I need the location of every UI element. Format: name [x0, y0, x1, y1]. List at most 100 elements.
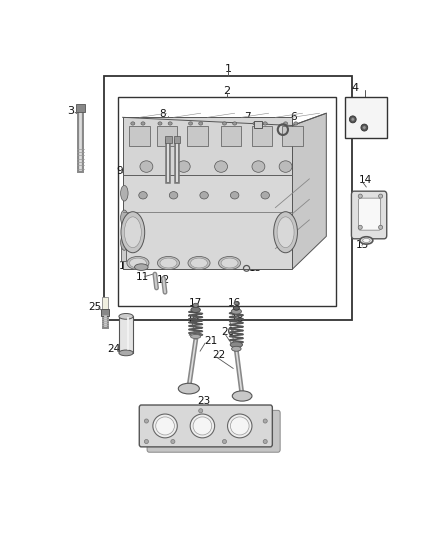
Bar: [221, 125, 241, 146]
Ellipse shape: [223, 122, 226, 125]
Text: 10: 10: [119, 261, 132, 271]
Ellipse shape: [124, 217, 141, 248]
Text: 18: 18: [230, 314, 244, 324]
Text: 7: 7: [244, 112, 251, 122]
Ellipse shape: [188, 122, 193, 125]
Ellipse shape: [363, 238, 370, 243]
Bar: [123, 125, 163, 269]
Ellipse shape: [153, 414, 177, 438]
Ellipse shape: [119, 350, 133, 356]
Bar: [102, 297, 108, 311]
Ellipse shape: [261, 191, 269, 199]
Bar: [187, 125, 208, 146]
Ellipse shape: [378, 194, 383, 198]
Bar: [156, 125, 177, 146]
Text: 15: 15: [356, 240, 369, 251]
Ellipse shape: [283, 122, 288, 125]
Ellipse shape: [199, 409, 203, 413]
FancyBboxPatch shape: [123, 117, 293, 175]
Ellipse shape: [215, 161, 227, 172]
Ellipse shape: [178, 383, 199, 394]
Bar: [117, 97, 336, 306]
Bar: [104, 76, 352, 320]
Text: 17: 17: [189, 298, 202, 308]
Bar: [121, 220, 126, 261]
Ellipse shape: [191, 258, 208, 268]
FancyBboxPatch shape: [351, 191, 387, 239]
Ellipse shape: [191, 334, 201, 338]
Ellipse shape: [232, 391, 252, 401]
Text: 9: 9: [117, 166, 123, 176]
Ellipse shape: [120, 210, 128, 225]
Ellipse shape: [378, 225, 383, 229]
Bar: [101, 309, 110, 316]
Bar: [119, 317, 133, 353]
Text: 5: 5: [348, 115, 354, 124]
Ellipse shape: [119, 313, 133, 319]
Text: 2: 2: [223, 86, 230, 96]
Ellipse shape: [129, 258, 146, 268]
Ellipse shape: [252, 161, 265, 172]
Ellipse shape: [170, 191, 178, 199]
Text: 8: 8: [159, 109, 166, 119]
Ellipse shape: [199, 122, 203, 125]
Text: 1: 1: [224, 64, 231, 74]
FancyBboxPatch shape: [359, 198, 381, 230]
Ellipse shape: [200, 191, 208, 199]
Bar: [76, 104, 85, 111]
Ellipse shape: [156, 417, 174, 435]
Ellipse shape: [145, 419, 148, 423]
Ellipse shape: [221, 258, 238, 268]
Ellipse shape: [227, 414, 252, 438]
Ellipse shape: [140, 161, 153, 172]
Ellipse shape: [223, 440, 226, 443]
Text: 21: 21: [204, 336, 217, 346]
Ellipse shape: [168, 122, 172, 125]
Ellipse shape: [157, 256, 180, 270]
FancyBboxPatch shape: [147, 410, 280, 452]
Ellipse shape: [190, 414, 215, 438]
Ellipse shape: [277, 217, 294, 248]
Bar: [130, 125, 150, 146]
Ellipse shape: [171, 440, 175, 443]
Ellipse shape: [233, 306, 240, 310]
Text: 11: 11: [135, 272, 149, 282]
Ellipse shape: [263, 419, 267, 423]
Bar: [165, 136, 172, 143]
Text: 22: 22: [212, 350, 226, 360]
FancyBboxPatch shape: [139, 405, 272, 447]
Ellipse shape: [188, 256, 210, 270]
Ellipse shape: [253, 122, 257, 125]
Bar: [282, 125, 303, 146]
Polygon shape: [293, 113, 326, 269]
Ellipse shape: [158, 122, 162, 125]
Bar: [254, 121, 262, 127]
Ellipse shape: [193, 417, 212, 435]
Bar: [123, 175, 292, 269]
Ellipse shape: [139, 191, 147, 199]
Bar: [345, 97, 387, 138]
Text: 13: 13: [249, 263, 262, 273]
Ellipse shape: [127, 256, 149, 270]
Ellipse shape: [263, 440, 267, 443]
Text: 23: 23: [198, 397, 211, 406]
Ellipse shape: [120, 185, 128, 201]
Ellipse shape: [134, 264, 148, 270]
Text: 24: 24: [107, 344, 120, 354]
Text: 20: 20: [221, 327, 234, 336]
Ellipse shape: [230, 342, 243, 348]
Ellipse shape: [279, 161, 292, 172]
Ellipse shape: [360, 237, 373, 244]
Ellipse shape: [145, 440, 148, 443]
Ellipse shape: [361, 124, 368, 131]
Ellipse shape: [363, 126, 366, 129]
Ellipse shape: [120, 235, 128, 251]
Ellipse shape: [191, 307, 200, 312]
Text: 6: 6: [290, 112, 297, 122]
Text: 19: 19: [187, 316, 200, 326]
Ellipse shape: [193, 303, 198, 308]
Text: 4: 4: [352, 83, 359, 93]
Ellipse shape: [233, 122, 237, 125]
Ellipse shape: [350, 116, 356, 123]
Ellipse shape: [294, 122, 298, 125]
